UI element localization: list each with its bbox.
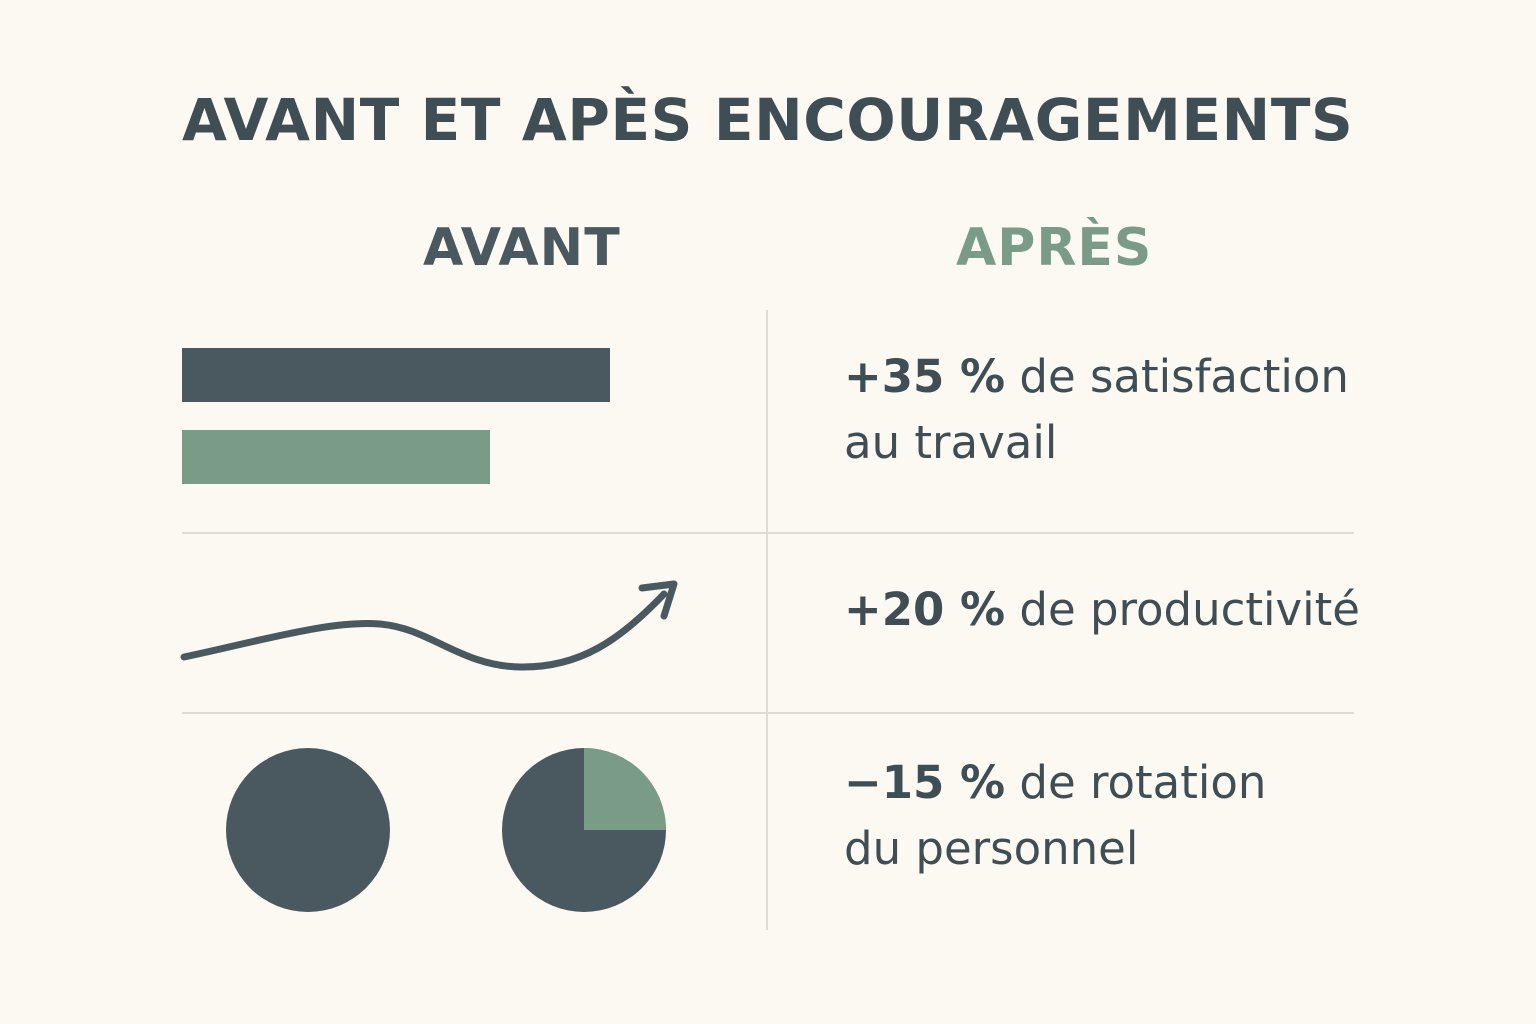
pie-after	[502, 748, 666, 912]
column-header-avant: AVANT	[423, 218, 621, 278]
stat-turnover: −15 % de rotation du personnel	[844, 750, 1266, 882]
stat-productivity-line1: +20 % de productivité	[844, 577, 1360, 643]
stat-productivity-text: de productivité	[1005, 583, 1360, 636]
pie-before	[226, 748, 390, 912]
stat-turnover-line1: −15 % de rotation	[844, 750, 1266, 816]
stat-satisfaction: +35 % de satisfaction au travail	[844, 344, 1349, 476]
stat-turnover-line2: du personnel	[844, 822, 1139, 875]
vertical-divider	[766, 310, 768, 930]
stat-satisfaction-line2: au travail	[844, 416, 1058, 469]
page-title: AVANT ET APÈS ENCOURAGEMENTS	[182, 86, 1354, 154]
stat-satisfaction-line1: +35 % de satisfaction	[844, 344, 1349, 410]
trend-arrow-head	[638, 580, 678, 620]
trend-line	[180, 590, 668, 671]
bar-before	[182, 348, 610, 402]
bar-after	[182, 430, 490, 484]
stat-productivity: +20 % de productivité	[844, 577, 1360, 643]
pie-after-slice-highlight	[584, 748, 666, 830]
row-divider-2	[182, 712, 1354, 714]
stat-turnover-value: −15 %	[844, 756, 1006, 809]
stat-productivity-value: +20 %	[844, 583, 1006, 636]
stat-satisfaction-text: de satisfaction	[1005, 350, 1349, 403]
stat-satisfaction-value: +35 %	[844, 350, 1006, 403]
stat-turnover-text: de rotation	[1005, 756, 1267, 809]
row-divider-1	[182, 532, 1354, 534]
column-header-apres: APRÈS	[956, 218, 1153, 278]
